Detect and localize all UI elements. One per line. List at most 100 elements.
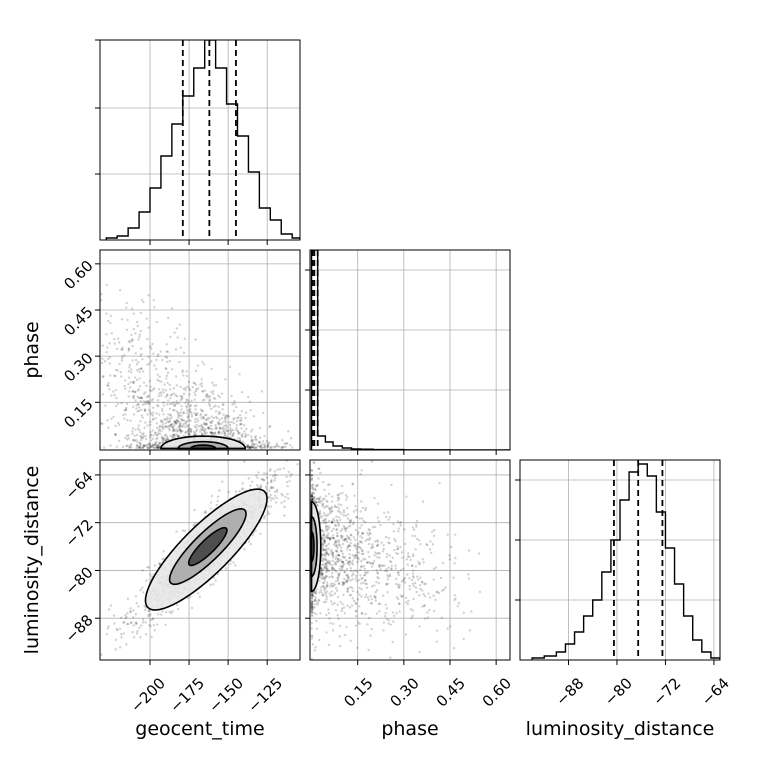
- scatter-point: [395, 578, 397, 580]
- scatter-point: [101, 362, 103, 364]
- scatter-point: [107, 320, 109, 322]
- plot-area: [106, 40, 300, 240]
- scatter-point: [185, 370, 187, 372]
- scatter-point: [176, 604, 178, 606]
- scatter-point: [208, 403, 210, 405]
- scatter-point: [372, 563, 374, 565]
- scatter-point: [124, 409, 126, 411]
- scatter-point: [156, 445, 158, 447]
- scatter-point: [173, 409, 175, 411]
- scatter-point: [353, 495, 355, 497]
- scatter-point: [262, 446, 264, 448]
- scatter-point: [334, 569, 336, 571]
- scatter-point: [127, 623, 129, 625]
- scatter-point: [429, 596, 431, 598]
- scatter-point: [269, 425, 271, 427]
- scatter-point: [386, 618, 388, 620]
- scatter-point: [264, 515, 266, 517]
- scatter-point: [400, 569, 402, 571]
- scatter-point: [144, 609, 146, 611]
- scatter-point: [329, 585, 331, 587]
- scatter-point: [233, 410, 235, 412]
- scatter-point: [221, 417, 223, 419]
- scatter-point: [393, 530, 395, 532]
- scatter-point: [450, 546, 452, 548]
- scatter-point: [115, 405, 117, 407]
- scatter-point: [106, 384, 108, 386]
- scatter-point: [369, 634, 371, 636]
- scatter-point: [195, 426, 197, 428]
- scatter-point: [221, 432, 223, 434]
- scatter-point: [160, 394, 162, 396]
- scatter-point: [287, 430, 289, 432]
- scatter-point: [274, 491, 276, 493]
- scatter-point: [158, 430, 160, 432]
- scatter-point: [395, 612, 397, 614]
- scatter-point: [479, 591, 481, 593]
- scatter-point: [195, 388, 197, 390]
- scatter-point: [139, 355, 141, 357]
- scatter-point: [311, 596, 313, 598]
- scatter-point: [106, 346, 108, 348]
- scatter-point: [326, 501, 328, 503]
- scatter-point: [221, 481, 223, 483]
- panel-hist_luminosity_distance: −88−80−72−64: [515, 460, 733, 709]
- scatter-point: [169, 403, 171, 405]
- scatter-point: [165, 377, 167, 379]
- scatter-point: [182, 374, 184, 376]
- scatter-point: [123, 417, 125, 419]
- scatter-point: [115, 648, 117, 650]
- scatter-point: [416, 520, 418, 522]
- scatter-point: [113, 375, 115, 377]
- scatter-point: [182, 423, 184, 425]
- scatter-point: [241, 410, 243, 412]
- scatter-point: [346, 605, 348, 607]
- scatter-point: [233, 422, 235, 424]
- scatter-point: [353, 600, 355, 602]
- scatter-point: [141, 416, 143, 418]
- scatter-point: [339, 625, 341, 627]
- scatter-point: [415, 565, 417, 567]
- scatter-point: [107, 625, 109, 627]
- scatter-point: [253, 444, 255, 446]
- scatter-point: [194, 391, 196, 393]
- scatter-point: [108, 342, 110, 344]
- scatter-point: [289, 444, 291, 446]
- scatter-point: [162, 423, 164, 425]
- scatter-point: [138, 424, 140, 426]
- scatter-point: [124, 413, 126, 415]
- scatter-point: [140, 368, 142, 370]
- scatter-point: [280, 502, 282, 504]
- scatter-point: [210, 391, 212, 393]
- scatter-point: [232, 435, 234, 437]
- scatter-point: [191, 607, 193, 609]
- scatter-point: [433, 567, 435, 569]
- scatter-point: [328, 644, 330, 646]
- scatter-point: [186, 375, 188, 377]
- scatter-point: [229, 427, 231, 429]
- scatter-point: [311, 484, 313, 486]
- scatter-point: [432, 543, 434, 545]
- scatter-point: [312, 461, 314, 463]
- scatter-point: [468, 577, 470, 579]
- scatter-point: [314, 649, 316, 651]
- scatter-point: [153, 364, 155, 366]
- scatter-point: [213, 417, 215, 419]
- scatter-point: [149, 380, 151, 382]
- scatter-point: [64, 343, 66, 345]
- scatter-point: [131, 390, 133, 392]
- scatter-point: [155, 438, 157, 440]
- scatter-point: [364, 568, 366, 570]
- scatter-point: [388, 619, 390, 621]
- scatter-point: [149, 424, 151, 426]
- scatter-point: [161, 558, 163, 560]
- scatter-point: [96, 403, 98, 405]
- scatter-point: [371, 545, 373, 547]
- scatter-point: [243, 430, 245, 432]
- scatter-point: [354, 577, 356, 579]
- plot-area: [532, 460, 720, 660]
- scatter-point: [251, 428, 253, 430]
- scatter-point: [114, 433, 116, 435]
- histogram-bin: [248, 172, 259, 240]
